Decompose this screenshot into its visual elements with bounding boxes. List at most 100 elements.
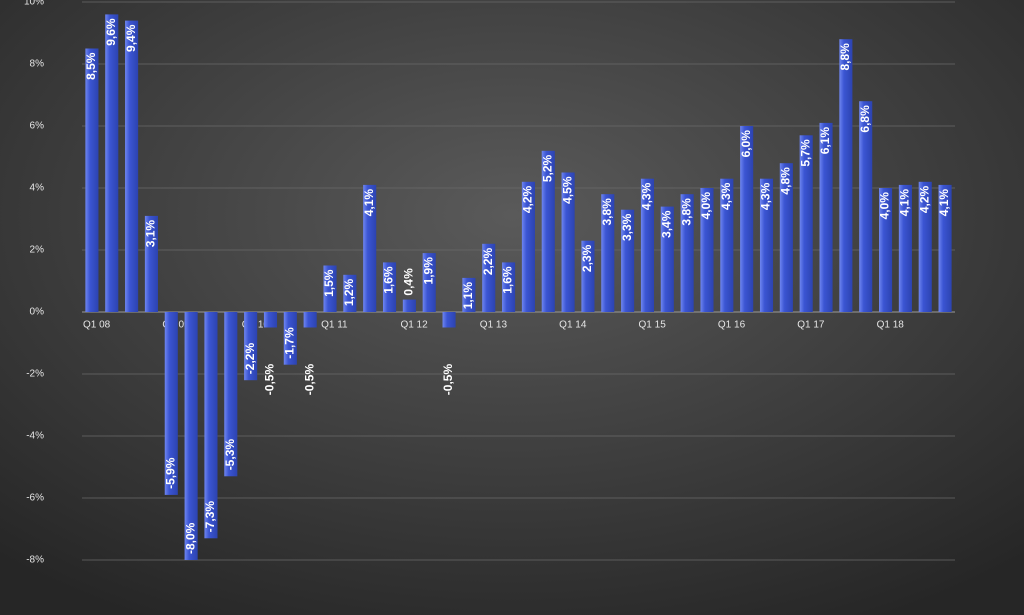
bar [303,312,317,328]
bar [144,215,158,312]
bar [184,312,198,560]
value-label: -0,5% [302,364,316,396]
value-label: 4,2% [917,185,931,213]
bar [561,172,575,312]
bar [601,194,615,312]
value-label: 1,1% [461,282,475,310]
bar [938,184,952,312]
value-label: 1,5% [322,269,336,297]
bar [323,265,337,312]
x-tick-label: Q1 14 [559,320,587,331]
value-label: 6,1% [818,127,832,155]
y-tick-label: 8% [30,59,45,70]
value-label: -5,3% [223,439,237,471]
bar [918,181,932,312]
bar [660,206,674,312]
y-tick-label: 0% [30,307,45,318]
value-label: 1,6% [382,266,396,294]
value-label: 3,3% [620,213,634,241]
value-label: 2,2% [481,247,495,275]
bar [819,122,833,313]
value-label: 1,9% [421,257,435,285]
value-label: -7,3% [203,501,217,533]
value-label: 4,1% [937,189,951,217]
bar [125,20,139,312]
value-label: 3,8% [600,198,614,226]
value-label: 4,3% [719,182,733,210]
value-label: -5,9% [163,457,177,489]
x-tick-label: Q1 12 [400,320,428,331]
y-tick-label: -6% [26,493,44,504]
bar [224,312,238,477]
bar [898,184,912,312]
value-label: 1,2% [342,278,356,306]
value-label: 4,8% [779,167,793,195]
bar [680,194,694,312]
value-label: -2,2% [243,343,257,375]
y-tick-label: -2% [26,369,44,380]
bar [363,184,377,312]
bar [85,48,99,312]
y-tick-label: 2% [30,245,45,256]
x-tick-label: Q1 17 [797,320,825,331]
value-label: 4,0% [699,192,713,220]
value-label: 3,1% [144,220,158,248]
value-label: 0,4% [402,268,416,296]
bar [482,243,496,312]
value-label: 4,1% [362,189,376,217]
x-tick-label: Q1 11 [321,320,348,331]
bar [859,101,873,312]
bar [799,135,813,312]
value-label: 9,4% [124,24,138,52]
value-label: 6,0% [739,130,753,158]
value-label: 8,5% [84,52,98,80]
x-tick-label: Q1 13 [480,320,508,331]
bar [521,181,535,312]
value-label: 6,8% [858,105,872,133]
y-tick-label: 10% [24,0,44,8]
bar [105,14,119,313]
x-tick-label: Q1 18 [877,320,905,331]
value-label: 8,8% [838,43,852,71]
bar [283,312,297,365]
value-label: 9,6% [104,18,118,46]
bar [879,188,893,312]
bar [263,312,278,328]
bar [640,178,655,312]
bar [382,262,397,312]
value-label: -0,5% [441,364,455,396]
y-tick-label: 4% [30,183,45,194]
bar [541,150,555,312]
bar [244,312,258,381]
bar [204,312,218,539]
y-tick-label: -4% [26,431,44,442]
value-label: 2,3% [580,244,594,272]
value-label: 4,0% [878,192,892,220]
value-label: 5,7% [798,139,812,167]
bar [402,299,416,312]
value-label: 4,3% [640,182,654,210]
bar [759,178,774,312]
value-label: -1,7% [283,327,297,359]
bar [581,240,595,312]
value-label: 1,6% [501,266,515,294]
bar [621,209,635,312]
x-tick-label: Q1 08 [83,320,111,331]
value-label: 3,4% [659,210,673,238]
bar [442,312,456,328]
value-label: 4,2% [521,185,535,213]
bar [462,277,476,312]
value-label: 4,1% [898,189,912,217]
bar [700,188,714,312]
bar [343,274,357,312]
value-label: -8,0% [183,522,197,554]
bar [779,163,793,312]
bar [164,312,178,495]
x-tick-label: Q1 16 [718,320,746,331]
bar [720,178,734,312]
bar [422,253,436,312]
y-tick-label: -8% [26,555,44,566]
x-tick-label: Q1 15 [639,320,667,331]
y-tick-label: 6% [30,121,45,132]
